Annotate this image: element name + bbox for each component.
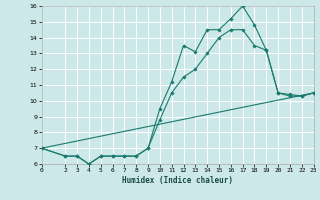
X-axis label: Humidex (Indice chaleur): Humidex (Indice chaleur) [122, 176, 233, 185]
